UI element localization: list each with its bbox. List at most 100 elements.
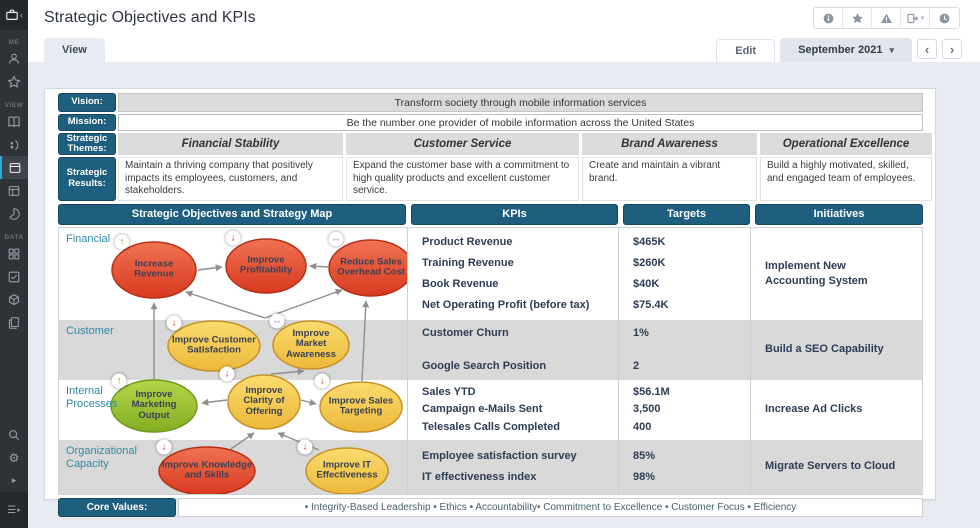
theme-cell: Financial Stability	[118, 133, 343, 155]
sidebar-item-datasets[interactable]	[0, 288, 28, 311]
sidebar-item-settings[interactable]: ⚙	[0, 446, 28, 469]
perspective-row-customer: Customer Customer Churn Google Search Po…	[59, 319, 922, 380]
export-button[interactable]: ▾	[901, 8, 930, 28]
sidebar-section-me: ME	[8, 39, 20, 46]
result-cell: Maintain a thriving company that positiv…	[118, 157, 343, 201]
report-icon	[9, 162, 21, 173]
expand-icon: ▸	[11, 475, 17, 485]
history-button[interactable]	[930, 8, 959, 28]
initiative[interactable]: Migrate Servers to Cloud	[765, 460, 896, 473]
previous-period-button[interactable]	[917, 39, 937, 59]
initiative[interactable]: Implement New Accounting System	[765, 259, 868, 287]
sidebar-item-tasks[interactable]	[0, 265, 28, 288]
app-logo-button[interactable]: ‹	[0, 0, 28, 30]
briefcase-icon	[6, 9, 18, 20]
theme-cell: Brand Awareness	[582, 133, 757, 155]
tab-right-group: Edit September 2021	[716, 38, 962, 62]
kpi-name[interactable]: Training Revenue	[422, 256, 514, 269]
chevron-right-icon: ▸	[17, 507, 21, 514]
kpi-name[interactable]: Net Operating Profit (before tax)	[422, 298, 590, 311]
vision-text: Transform society through mobile informa…	[118, 93, 923, 112]
kpi-target: $56.1M	[633, 385, 670, 398]
column-header-map: Strategic Objectives and Strategy Map	[58, 203, 406, 225]
kpi-name[interactable]: Campaign e-Mails Sent	[422, 403, 543, 416]
kpi-name[interactable]: Sales YTD	[422, 385, 476, 398]
result-cell: Expand the customer base with a commitme…	[346, 157, 579, 201]
perspective-label: Organizational Capacity	[66, 444, 137, 471]
report-card: Vision: Transform society through mobile…	[44, 88, 936, 517]
theme-cell: Customer Service	[346, 133, 579, 155]
sidebar-item-charts[interactable]	[0, 202, 28, 225]
perspective-label: Customer	[66, 324, 114, 337]
sidebar-item-profile[interactable]	[0, 47, 28, 70]
page-title: Strategic Objectives and KPIs	[44, 9, 256, 26]
caret-down-icon: ▾	[920, 15, 925, 22]
user-icon	[9, 53, 19, 64]
kpi-target: 3,500	[633, 403, 661, 416]
report-toolbar: ▾	[813, 7, 960, 29]
initiative[interactable]: Increase Ad Clicks	[765, 403, 863, 416]
core-values-badge: Core Values:	[58, 497, 176, 517]
info-button[interactable]	[814, 8, 843, 28]
collapse-sidebar-icon[interactable]: ‹	[20, 9, 23, 20]
sidebar-item-expand[interactable]: ▸	[0, 469, 28, 492]
main-area: Strategic Objectives and KPIs ▾	[28, 0, 980, 528]
kpi-name[interactable]: Employee satisfaction survey	[422, 449, 577, 462]
mission-badge: Mission:	[58, 114, 116, 131]
kpi-table: Financial Product Revenue Training Reven…	[58, 226, 923, 495]
sidebar-item-briefing[interactable]	[0, 110, 28, 133]
period-selector[interactable]: September 2021	[780, 38, 912, 62]
sidebar-item-reports[interactable]	[0, 156, 28, 179]
sidebar-item-scorecards[interactable]	[0, 133, 28, 156]
perspective-row-internal-processes: Internal Processes Sales YTD Campaign e-…	[59, 379, 922, 440]
column-header-kpis: KPIs	[411, 203, 618, 225]
vision-badge: Vision:	[58, 93, 116, 112]
sidebar-section-view: VIEW	[4, 102, 24, 109]
kpi-name[interactable]: Book Revenue	[422, 277, 499, 290]
sidebar-item-search[interactable]	[0, 423, 28, 446]
mission-text: Be the number one provider of mobile inf…	[118, 114, 923, 131]
tab-view[interactable]: View	[44, 38, 105, 62]
kpi-target: $75.4K	[633, 298, 669, 311]
checklist-icon	[8, 271, 20, 282]
caret-down-icon	[889, 44, 894, 56]
initiative[interactable]: Build a SEO Capability	[765, 343, 884, 356]
result-cell: Create and maintain a vibrant brand.	[582, 157, 757, 201]
pie-chart-icon	[9, 207, 20, 220]
kpi-name[interactable]: IT effectiveness index	[422, 470, 537, 483]
table-icon	[8, 185, 20, 196]
perspective-row-organizational-capacity: Organizational Capacity Employee satisfa…	[59, 439, 922, 494]
kpi-name[interactable]: Product Revenue	[422, 235, 513, 248]
edit-button[interactable]: Edit	[716, 39, 776, 62]
kpi-target: 400	[633, 420, 652, 433]
warning-icon	[880, 13, 892, 23]
sidebar-item-elements[interactable]	[0, 242, 28, 265]
sidebar-item-documents[interactable]	[0, 311, 28, 334]
sidebar-section-data: DATA	[4, 234, 24, 241]
results-badge: Strategic Results:	[58, 157, 116, 201]
kpi-name[interactable]: Telesales Calls Completed	[422, 420, 560, 433]
kpi-target: $465K	[633, 235, 666, 248]
book-icon	[8, 115, 20, 127]
sidebar-menu-toggle[interactable]: ☰ ▸	[0, 492, 28, 528]
sidebar-item-tables[interactable]	[0, 179, 28, 202]
search-icon	[9, 429, 20, 440]
documents-icon	[8, 316, 19, 329]
cube-icon	[9, 293, 19, 305]
grid-icon	[8, 248, 20, 259]
themes-badge: Strategic Themes:	[58, 133, 116, 155]
sidebar-item-favorites[interactable]	[0, 70, 28, 93]
alerts-button[interactable]	[872, 8, 901, 28]
kpi-target: $260K	[633, 256, 666, 269]
next-period-button[interactable]	[942, 39, 962, 59]
kpi-name[interactable]: Customer Churn	[422, 326, 509, 339]
scorecard-icon	[10, 139, 19, 150]
kpi-target: $40K	[633, 277, 660, 290]
kpi-target: 98%	[633, 470, 656, 483]
kpi-name[interactable]: Google Search Position	[422, 359, 547, 372]
favorite-button[interactable]	[843, 8, 872, 28]
perspective-label: Financial	[66, 232, 111, 245]
perspective-row-financial: Financial Product Revenue Training Reven…	[59, 227, 922, 320]
tab-strip: View Edit September 2021	[28, 36, 980, 62]
